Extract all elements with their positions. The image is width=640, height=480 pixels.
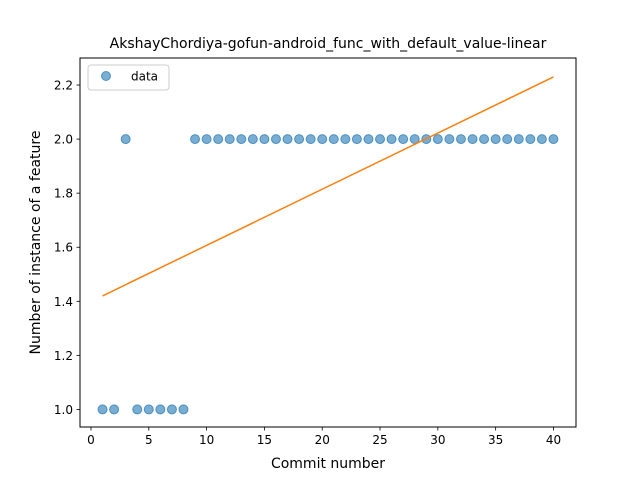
data-point (259, 134, 270, 145)
data-point (190, 134, 201, 145)
data-point (536, 134, 547, 145)
y-tick-label: 1.4 (54, 295, 73, 309)
x-tick-label: 15 (257, 433, 272, 447)
plot-frame (79, 57, 577, 428)
data-point (224, 134, 235, 145)
data-point (479, 134, 490, 145)
data-point (317, 134, 328, 145)
x-tick-label: 30 (430, 433, 445, 447)
x-tick-label: 0 (87, 433, 95, 447)
x-tick-label: 40 (546, 433, 561, 447)
plot-area (97, 76, 559, 415)
data-point (270, 134, 281, 145)
y-tick-label: 2.0 (54, 133, 73, 147)
data-point (236, 134, 247, 145)
y-tick-label: 1.8 (54, 187, 73, 201)
legend-label: data (131, 70, 158, 84)
data-point (178, 404, 189, 415)
y-tick-label: 1.6 (54, 241, 73, 255)
data-point (513, 134, 524, 145)
data-point (502, 134, 513, 145)
data-point (166, 404, 177, 415)
data-point (143, 404, 154, 415)
data-point (398, 134, 409, 145)
legend-box (87, 64, 170, 91)
data-point (97, 404, 108, 415)
data-point (109, 404, 120, 415)
data-point (363, 134, 374, 145)
x-axis-label: Commit number (271, 456, 385, 472)
legend: data (87, 64, 170, 91)
x-axis: 0 5 10 15 20 25 30 35 40 (87, 427, 561, 447)
data-point (247, 134, 258, 145)
y-axis: 1.0 1.2 1.4 1.6 1.8 2.0 2.2 (54, 79, 80, 417)
data-point (467, 134, 478, 145)
chart-title: AkshayChordiya-gofun-android_func_with_d… (110, 36, 547, 52)
data-point (213, 134, 224, 145)
fit-line (102, 76, 554, 297)
data-point (351, 134, 362, 145)
x-tick-label: 25 (372, 433, 387, 447)
y-tick-label: 1.2 (54, 349, 73, 363)
data-point (525, 134, 536, 145)
data-point (155, 404, 166, 415)
x-tick-label: 35 (488, 433, 503, 447)
data-point (294, 134, 305, 145)
data-point (120, 134, 131, 145)
data-point (132, 404, 143, 415)
x-tick-label: 20 (315, 433, 330, 447)
data-point (328, 134, 339, 145)
y-tick-label: 1.0 (54, 403, 73, 417)
data-point (548, 134, 559, 145)
data-point (444, 134, 455, 145)
legend-marker (101, 71, 111, 81)
data-point (282, 134, 293, 145)
data-point (305, 134, 316, 145)
data-point (432, 134, 443, 145)
data-point (340, 134, 351, 145)
x-tick-label: 5 (145, 433, 153, 447)
data-point (386, 134, 397, 145)
data-point (490, 134, 501, 145)
data-point (201, 134, 212, 145)
y-axis-label: Number of instance of a feature (28, 131, 44, 355)
y-tick-label: 2.2 (54, 79, 73, 93)
x-tick-label: 10 (199, 433, 214, 447)
data-point (375, 134, 386, 145)
data-point (455, 134, 466, 145)
